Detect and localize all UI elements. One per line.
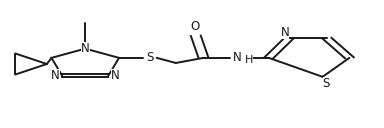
Text: N: N xyxy=(51,69,60,82)
Text: S: S xyxy=(323,77,330,90)
Text: N: N xyxy=(111,69,119,82)
Text: N: N xyxy=(81,42,89,55)
Text: S: S xyxy=(146,51,154,64)
Text: H: H xyxy=(245,55,253,65)
Text: O: O xyxy=(190,20,200,33)
Text: N: N xyxy=(233,51,242,64)
Text: N: N xyxy=(281,26,289,39)
